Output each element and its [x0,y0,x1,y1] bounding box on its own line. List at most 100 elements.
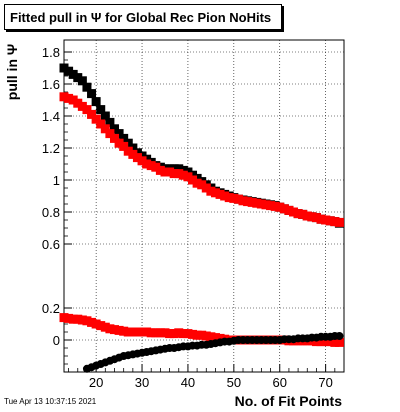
y-tick-label: 1.8 [42,45,60,60]
data-point [279,204,289,214]
data-point [215,189,225,199]
data-point [201,331,211,341]
data-point [119,141,129,151]
data-point [142,159,152,169]
data-point [334,337,344,347]
data-point [96,105,106,115]
data-point [174,169,184,179]
data-point [68,69,78,79]
data-point [87,109,97,119]
data-point [266,201,276,211]
data-point [123,327,133,337]
series-1 [59,92,344,227]
y-tick-label: 1.4 [42,109,60,124]
data-point [330,217,340,227]
data-point [335,332,344,340]
data-point [73,314,83,324]
data-point [169,329,179,339]
data-point [188,170,198,180]
data-point [206,332,216,342]
data-point [293,209,303,219]
data-point [100,322,110,332]
series-3 [82,332,344,373]
data-point [91,319,101,329]
data-point [192,330,202,340]
y-tick-label: 1 [53,173,60,188]
data-point [82,316,92,326]
data-point [192,178,202,188]
data-point [114,325,124,335]
y-tick-label: 0.2 [42,301,60,316]
data-point [96,119,106,129]
data-point [321,215,331,225]
data-point [169,169,179,179]
data-point [82,82,92,92]
data-point [188,175,198,185]
data-point [243,197,253,207]
data-point [64,66,74,76]
x-tick-label: 50 [227,375,241,390]
data-point [151,328,161,338]
y-tick-label: 0.6 [42,237,60,252]
data-point [109,124,119,134]
data-point [105,324,115,334]
data-point [261,200,271,210]
data-point [59,92,69,102]
data-point [137,156,147,166]
data-point [183,329,193,339]
data-point [183,172,193,182]
data-point [59,63,69,73]
data-point [142,154,152,164]
data-point [77,76,87,86]
x-axis-label: No. of Fit Points [234,393,342,409]
data-point [155,165,165,175]
data-point [59,313,69,323]
data-point [252,198,262,208]
data-point [100,111,110,121]
data-point [96,321,106,331]
y-tick-label: 1.2 [42,141,60,156]
data-point [284,205,294,215]
data-point [119,133,129,143]
data-point [109,133,119,143]
data-point [197,180,207,190]
data-point [73,73,83,83]
y-axis-label: pull in Ψ [4,43,21,101]
data-point [105,117,115,127]
data-point [82,105,92,115]
data-point [321,337,331,347]
data-point [119,326,129,336]
data-point [128,327,138,337]
y-tick-label: 0.8 [42,205,60,220]
data-point [77,101,87,111]
data-point [174,328,184,338]
data-point [229,193,239,203]
data-point [210,333,220,343]
data-point [311,213,321,223]
data-point [73,98,83,108]
data-point [128,143,138,153]
data-point [151,162,161,172]
data-point [165,329,175,339]
data-point [224,193,234,203]
data-point [178,329,188,339]
x-tick-label: 20 [89,375,103,390]
data-point [132,153,142,163]
data-point [142,327,152,337]
data-point [132,327,142,337]
data-point [123,138,133,148]
data-point [114,138,124,148]
data-point [100,124,110,134]
data-point [334,217,344,227]
series-0 [59,63,344,228]
x-tick-label: 30 [135,375,149,390]
x-tick-label: 70 [318,375,332,390]
data-point [183,167,193,177]
data-point [325,216,335,226]
data-point [298,209,308,219]
data-point [210,188,220,198]
data-point [316,337,326,347]
y-tick-label: 0 [53,333,60,348]
data-point [160,167,170,177]
